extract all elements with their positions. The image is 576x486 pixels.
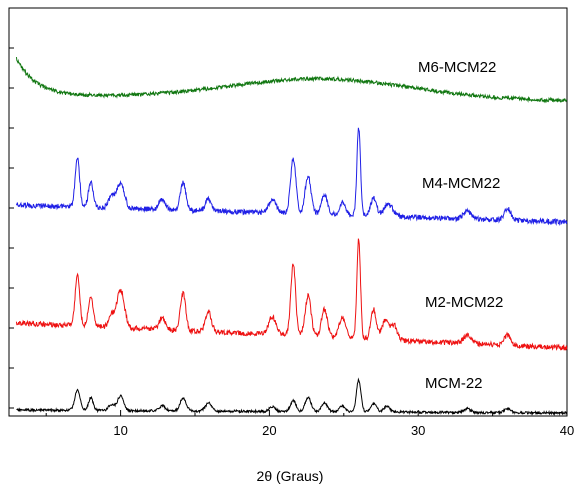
x-axis-label: 2θ (Graus)	[257, 468, 324, 484]
series-label-m6-mcm22: M6-MCM22	[418, 59, 496, 76]
x-axis-ticks: 10 20 30 40	[45, 410, 574, 438]
series-label-m2-mcm22: M2-MCM22	[425, 294, 503, 311]
y-axis-ticks	[9, 47, 14, 409]
series-mcm-22	[16, 377, 567, 416]
plot-frame	[8, 7, 568, 417]
series-label-mcm-22: MCM-22	[425, 375, 483, 392]
x-tick-label: 20	[262, 423, 276, 438]
series-m6-mcm22	[15, 57, 568, 104]
series-labels: MCM-22 M2-MCM22 M4-MCM22 M6-MCM22	[418, 59, 503, 392]
series-label-m4-mcm22: M4-MCM22	[422, 175, 500, 192]
series-m4-mcm22	[15, 127, 568, 226]
x-tick-label: 10	[113, 423, 127, 438]
series-traces	[15, 57, 568, 416]
x-tick-label: 40	[560, 423, 574, 438]
x-tick-label: 30	[411, 423, 425, 438]
series-m2-mcm22	[15, 238, 568, 351]
